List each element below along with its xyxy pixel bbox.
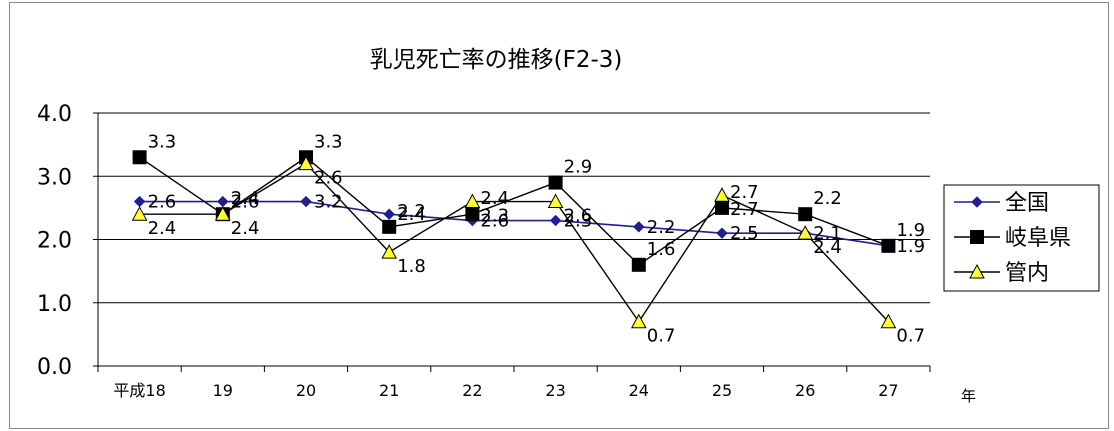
data-label: 1.6 xyxy=(647,239,676,260)
data-point-square xyxy=(881,238,896,253)
legend-label: 全国 xyxy=(1005,191,1049,216)
data-point-diamond xyxy=(971,196,983,208)
data-label: 2.2 xyxy=(397,201,426,222)
x-tick-label: 22 xyxy=(462,381,482,400)
data-label: 1.9 xyxy=(896,236,925,257)
data-label: 2.4 xyxy=(148,218,177,239)
data-label: 2.9 xyxy=(564,157,593,178)
data-label: 3.3 xyxy=(148,131,177,152)
y-tick-label: 1.0 xyxy=(37,292,72,317)
x-axis-label: 年 xyxy=(961,387,976,405)
data-point-triangle xyxy=(714,187,730,202)
series-line xyxy=(139,156,889,266)
data-point-triangle xyxy=(969,263,985,279)
data-label: 2.3 xyxy=(564,211,593,232)
data-point-square xyxy=(382,219,397,234)
data-point-triangle xyxy=(214,206,231,221)
data-point-diamond xyxy=(716,227,728,239)
line-chart: 乳児死亡率の推移(F2-3) 0.0 1.0 2.0 3.0 4.0 平成18 19 20 2… xyxy=(37,47,1100,405)
gridlines xyxy=(98,112,930,304)
data-point-triangle xyxy=(630,313,647,329)
y-tick-label: 4.0 xyxy=(37,102,72,127)
data-point-square xyxy=(548,175,563,190)
y-tick-label: 0.0 xyxy=(37,355,72,380)
x-tick-label: 24 xyxy=(629,381,649,400)
data-label: 2.2 xyxy=(813,188,842,209)
axes xyxy=(93,112,931,372)
legend-label: 管内 xyxy=(1005,261,1049,286)
x-tick-label: 25 xyxy=(712,381,732,400)
data-point-diamond xyxy=(549,214,562,227)
data-point-triangle xyxy=(464,193,481,209)
data-label: 2.7 xyxy=(730,182,759,203)
y-tick-labels: 0.0 1.0 2.0 3.0 4.0 xyxy=(37,102,72,380)
series-line xyxy=(139,200,889,247)
data-label: 2.6 xyxy=(148,192,177,213)
data-label: 2.6 xyxy=(314,168,343,189)
data-point-square xyxy=(798,207,813,222)
data-point-square xyxy=(465,207,480,222)
series-line xyxy=(139,162,889,323)
data-label: 1.9 xyxy=(896,220,925,241)
data-label: 0.7 xyxy=(896,326,925,347)
data-label: 1.8 xyxy=(397,256,426,277)
x-tick-label: 19 xyxy=(213,381,233,400)
data-point-triangle xyxy=(547,193,564,209)
data-label: 2.4 xyxy=(231,218,260,239)
y-tick-label: 2.0 xyxy=(37,229,72,254)
data-point-square xyxy=(132,150,147,165)
data-label: 2.4 xyxy=(397,204,426,225)
series-group xyxy=(131,150,897,329)
data-point-diamond xyxy=(217,195,229,208)
x-tick-labels: 平成18 19 20 21 22 23 24 25 26 27 xyxy=(113,381,898,400)
data-label: 2.3 xyxy=(480,206,509,227)
data-labels-group: 2.6 2.6 3.22.4 2.6 2.3 2.2 2.5 2.11.93.32.43.32… xyxy=(148,131,925,346)
data-label: 2.7 xyxy=(730,199,759,220)
data-label: 2.6 xyxy=(231,192,260,213)
series-3 xyxy=(131,155,897,329)
data-label: 2.5 xyxy=(730,223,759,244)
data-point-triangle xyxy=(797,225,814,240)
data-label: 2.4 xyxy=(813,237,842,258)
data-point-diamond xyxy=(133,195,146,208)
legend-label: 岐阜県 xyxy=(1005,226,1071,251)
x-tick-label: 平成18 xyxy=(113,381,165,400)
chart-frame: 乳児死亡率の推移(F2-3) 0.0 1.0 2.0 3.0 4.0 平成18 19 20 2… xyxy=(9,2,1109,429)
x-tick-label: 20 xyxy=(296,381,316,400)
data-point-triangle xyxy=(131,206,148,221)
data-label: 2.1 xyxy=(813,223,842,244)
data-point-triangle xyxy=(298,155,314,171)
x-tick-label: 21 xyxy=(379,381,399,400)
data-label: 2.6 xyxy=(480,211,509,232)
data-label: 3.2 xyxy=(314,192,343,213)
data-label: 2.4 xyxy=(231,188,260,209)
x-tick-label: 27 xyxy=(878,381,898,400)
x-tick-label: 26 xyxy=(795,381,815,400)
data-point-diamond xyxy=(383,208,395,220)
data-point-diamond xyxy=(633,221,645,233)
data-point-diamond xyxy=(300,195,312,208)
data-label: 3.3 xyxy=(314,131,343,152)
data-label: 2.4 xyxy=(480,188,509,209)
y-tick-label: 3.0 xyxy=(37,165,72,190)
data-point-square xyxy=(970,230,984,244)
data-point-triangle xyxy=(880,313,897,329)
data-point-square xyxy=(631,257,646,272)
data-point-triangle xyxy=(381,244,398,259)
data-label: 0.7 xyxy=(647,326,676,347)
x-tick-label: 23 xyxy=(545,381,565,400)
data-label: 2.2 xyxy=(647,217,676,238)
data-label: 2.6 xyxy=(564,206,593,227)
chart-title: 乳児死亡率の推移(F2-3) xyxy=(370,47,623,73)
